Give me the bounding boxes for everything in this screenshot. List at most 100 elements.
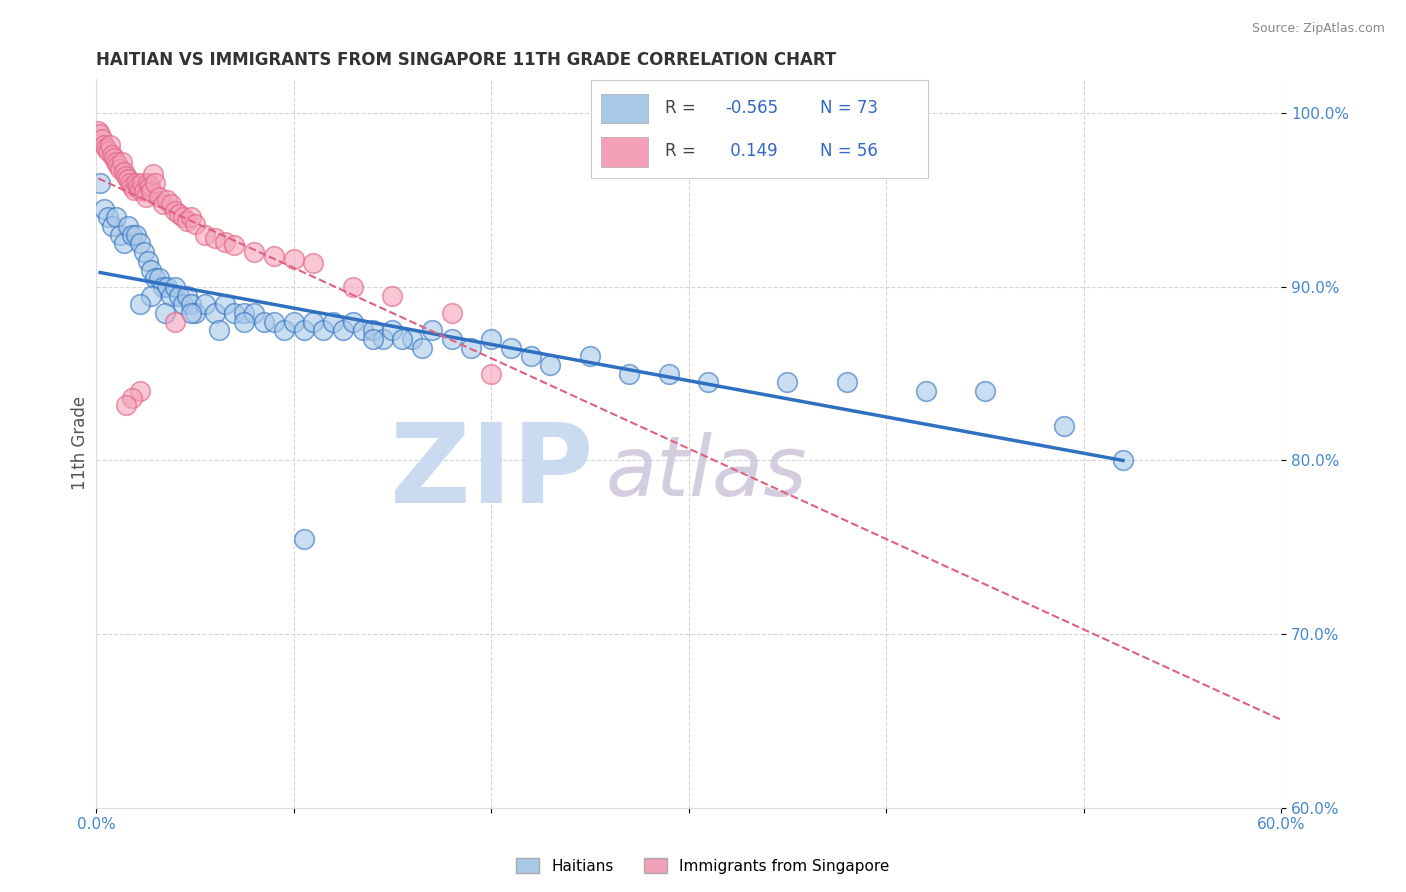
Point — [233, 306, 256, 320]
Point — [658, 367, 681, 381]
Point — [122, 183, 145, 197]
Point — [160, 196, 183, 211]
Point — [107, 158, 129, 172]
Point — [835, 376, 858, 390]
Point — [108, 227, 131, 242]
Point — [128, 236, 150, 251]
Point — [128, 297, 150, 311]
Point — [145, 176, 167, 190]
Point — [302, 255, 325, 269]
Point — [253, 315, 276, 329]
Point — [224, 238, 246, 252]
FancyBboxPatch shape — [600, 94, 648, 123]
Point — [121, 227, 143, 242]
FancyBboxPatch shape — [600, 137, 648, 167]
Point — [152, 196, 174, 211]
Point — [142, 167, 165, 181]
Text: atlas: atlas — [606, 432, 807, 513]
Point — [207, 323, 229, 337]
Point — [104, 211, 127, 225]
Point — [499, 341, 522, 355]
Text: HAITIAN VS IMMIGRANTS FROM SINGAPORE 11TH GRADE CORRELATION CHART: HAITIAN VS IMMIGRANTS FROM SINGAPORE 11T… — [96, 51, 837, 69]
Point — [155, 306, 177, 320]
Text: R =: R = — [665, 99, 700, 117]
Point — [420, 323, 443, 337]
Point — [519, 349, 541, 363]
Point — [619, 367, 641, 381]
Point — [273, 323, 295, 337]
Point — [361, 323, 384, 337]
Point — [184, 218, 207, 232]
Point — [87, 123, 110, 137]
Point — [361, 332, 384, 346]
Y-axis label: 11th Grade: 11th Grade — [72, 396, 89, 491]
Point — [538, 358, 561, 372]
Point — [101, 219, 124, 234]
Text: R =: R = — [665, 142, 700, 160]
Point — [243, 245, 266, 260]
Point — [479, 332, 502, 346]
Point — [180, 297, 202, 311]
Point — [156, 193, 179, 207]
Point — [132, 245, 155, 260]
Point — [165, 203, 187, 218]
Point — [91, 132, 114, 146]
Point — [381, 288, 404, 302]
Point — [141, 288, 163, 302]
Legend: Haitians, Immigrants from Singapore: Haitians, Immigrants from Singapore — [510, 852, 896, 880]
Point — [1112, 453, 1135, 467]
Point — [141, 185, 163, 199]
Point — [342, 315, 364, 329]
Point — [194, 297, 217, 311]
Point — [411, 341, 433, 355]
Text: ZIP: ZIP — [391, 418, 593, 525]
Point — [352, 323, 374, 337]
Point — [342, 280, 364, 294]
Point — [440, 332, 463, 346]
Point — [135, 189, 157, 203]
Point — [89, 176, 111, 190]
Point — [111, 154, 134, 169]
Point — [167, 288, 190, 302]
Point — [233, 315, 256, 329]
Point — [391, 332, 413, 346]
Point — [579, 349, 602, 363]
Point — [283, 315, 305, 329]
Text: Source: ZipAtlas.com: Source: ZipAtlas.com — [1251, 22, 1385, 36]
Point — [118, 176, 141, 190]
Point — [104, 154, 127, 169]
Point — [112, 165, 135, 179]
Point — [101, 148, 124, 162]
Point — [292, 532, 315, 546]
Point — [322, 315, 344, 329]
Point — [776, 376, 799, 390]
Point — [180, 306, 202, 320]
Point — [914, 384, 936, 398]
Point — [114, 169, 136, 183]
Point — [93, 137, 115, 152]
Point — [381, 323, 404, 337]
Point — [117, 172, 139, 186]
Point — [172, 211, 194, 225]
Point — [165, 280, 187, 294]
Point — [184, 306, 207, 320]
Point — [128, 384, 150, 398]
Text: N = 73: N = 73 — [820, 99, 877, 117]
Point — [263, 249, 285, 263]
Point — [125, 176, 148, 190]
Point — [697, 376, 720, 390]
Point — [148, 189, 170, 203]
Point — [121, 391, 143, 405]
Point — [152, 280, 174, 294]
Point — [401, 332, 423, 346]
Point — [176, 214, 198, 228]
Point — [117, 219, 139, 234]
Point — [103, 152, 125, 166]
Point — [332, 323, 354, 337]
Point — [1053, 418, 1076, 433]
Point — [138, 179, 160, 194]
Point — [132, 185, 155, 199]
Point — [204, 306, 226, 320]
Point — [136, 253, 159, 268]
Point — [141, 262, 163, 277]
